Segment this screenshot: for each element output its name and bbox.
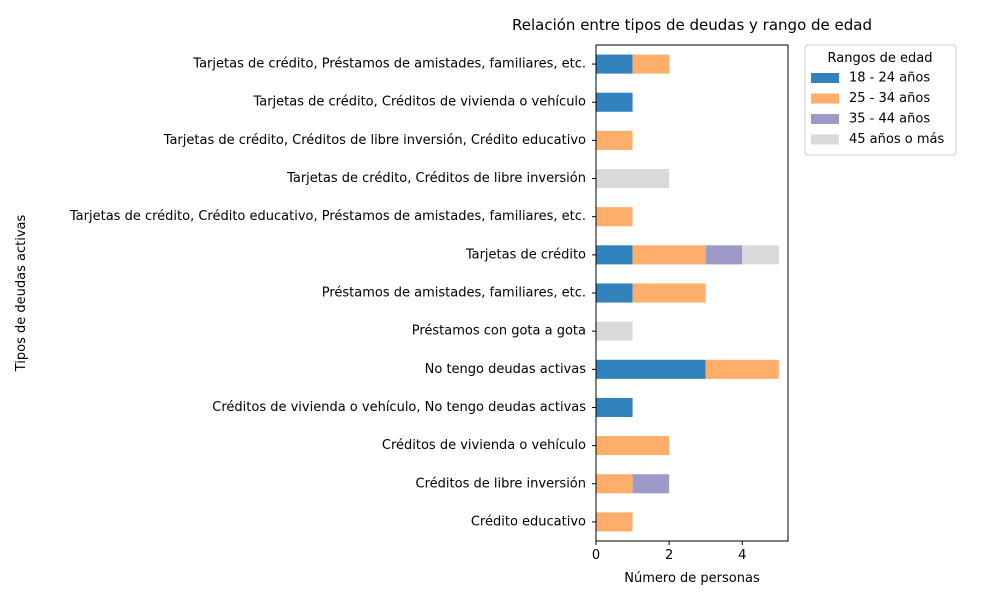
- x-tick-label: 4: [738, 548, 746, 563]
- bar-segment: [632, 245, 706, 265]
- y-tick-label: Tarjetas de crédito, Créditos de viviend…: [252, 95, 586, 110]
- legend: Rangos de edad 18 - 24 años 25 - 34 años 3…: [804, 44, 957, 156]
- y-axis-ticks: Crédito educativo Créditos de libre inver…: [69, 57, 596, 529]
- legend-swatch: [811, 114, 839, 124]
- bar-segment: [705, 359, 779, 379]
- x-tick-label: 0: [592, 548, 600, 563]
- legend-title: Rangos de edad: [828, 51, 933, 66]
- bar-segment: [596, 512, 633, 532]
- legend-swatch: [811, 134, 839, 145]
- y-tick-label: Préstamos con gota a gota: [412, 324, 586, 339]
- bar-segment: [596, 207, 633, 227]
- legend-items: 18 - 24 años 25 - 34 años 35 - 44 años 45 a…: [811, 71, 944, 147]
- y-tick-label: Tarjetas de crédito, Préstamos de amista…: [192, 57, 586, 72]
- legend-label: 35 - 44 años: [849, 112, 930, 127]
- y-tick-label: Tarjetas de crédito: [465, 247, 586, 262]
- bar-segment: [596, 54, 633, 74]
- bar-segment: [742, 245, 779, 265]
- x-axis-ticks: 0 2 4: [592, 541, 746, 563]
- legend-swatch: [811, 73, 839, 83]
- y-tick-label: Tarjetas de crédito, Crédito educativo, …: [69, 209, 586, 224]
- legend-label: 45 años o más: [849, 132, 944, 147]
- bar-segment: [596, 283, 633, 303]
- y-tick-label: Créditos de vivienda o vehículo: [382, 438, 586, 453]
- bar-segment: [596, 397, 633, 417]
- bar-segment: [596, 130, 633, 150]
- x-tick-label: 2: [665, 548, 673, 563]
- legend-label: 18 - 24 años: [849, 71, 930, 86]
- legend-frame: [804, 44, 957, 156]
- bar-segment: [705, 245, 743, 265]
- bar-segment: [596, 169, 670, 189]
- y-tick-label: Tarjetas de crédito, Créditos de libre i…: [163, 133, 586, 148]
- chart-title: Relación entre tipos de deudas y rango d…: [512, 16, 872, 34]
- legend-swatch: [811, 93, 839, 104]
- bar-segment: [632, 283, 706, 303]
- bar-segment: [596, 436, 670, 456]
- bar-segment: [596, 92, 633, 112]
- y-tick-label: Crédito educativo: [471, 514, 586, 529]
- bar-segment: [596, 321, 633, 341]
- y-tick-label: No tengo deudas activas: [425, 362, 587, 377]
- bar-segment: [596, 359, 706, 379]
- y-tick-label: Créditos de libre inversión: [416, 476, 586, 491]
- y-axis-label: Tipos de deudas activas: [14, 215, 29, 373]
- bar-segment: [596, 245, 633, 265]
- x-axis-label: Número de personas: [624, 571, 760, 586]
- y-tick-label: Créditos de vivienda o vehículo, No teng…: [212, 400, 586, 415]
- bar-segment: [632, 474, 670, 494]
- bar-segment: [632, 54, 670, 74]
- y-tick-label: Tarjetas de crédito, Créditos de libre i…: [286, 171, 586, 186]
- legend-label: 25 - 34 años: [849, 91, 930, 106]
- y-tick-label: Préstamos de amistades, familiares, etc.: [322, 286, 586, 301]
- bars-group: [596, 54, 779, 532]
- bar-segment: [596, 474, 633, 494]
